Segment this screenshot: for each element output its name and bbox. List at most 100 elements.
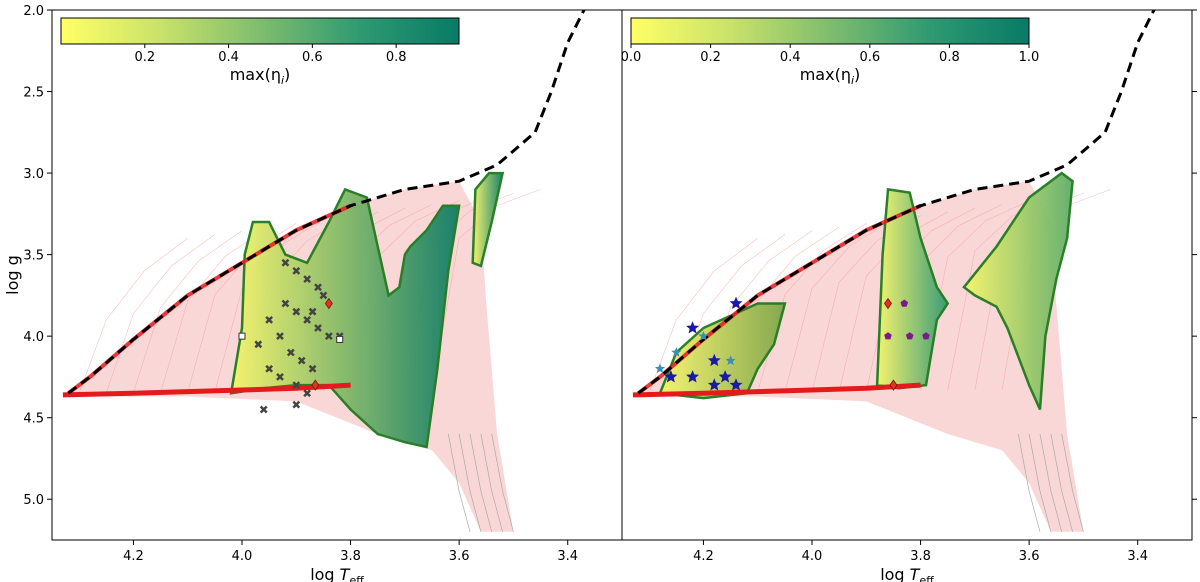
evolution-track — [648, 238, 758, 394]
star-x-marker — [314, 324, 322, 332]
star-x-marker — [276, 373, 284, 381]
star-x-marker — [303, 275, 312, 283]
colorbar-tick-label: 0.4 — [780, 50, 801, 65]
x-tick-label: 4.0 — [802, 549, 823, 564]
star-diamond-marker — [324, 297, 333, 310]
x-tick-label: 4.0 — [232, 549, 253, 564]
star-x-marker — [286, 348, 295, 357]
colorbar-tick-label: 1.0 — [1019, 50, 1040, 65]
star-x-marker — [265, 364, 274, 373]
star-x-marker — [292, 267, 301, 275]
star-x-marker — [308, 307, 317, 316]
grey-track — [1050, 433, 1073, 532]
star-blue-marker — [718, 370, 732, 383]
y-axis-label: log g — [3, 255, 22, 295]
star-cyan-marker — [698, 330, 709, 341]
star-x-marker — [303, 315, 312, 324]
y-tick-label: 5.0 — [23, 493, 44, 508]
plot-area — [632, 10, 1156, 532]
tams-giant-branch-line — [67, 10, 586, 395]
star-cyan-marker — [671, 347, 682, 357]
star-x-marker — [259, 405, 268, 414]
colorbar-label: max(ηi) — [800, 65, 861, 87]
star-x-marker — [281, 258, 290, 267]
grey-track — [447, 433, 471, 532]
star-x-marker — [254, 340, 263, 349]
colorbar-tick-label: 0.2 — [700, 50, 721, 65]
colorbar-tick-label: 0.2 — [134, 50, 155, 65]
colorbar-tick-label: 0.8 — [386, 50, 407, 65]
star-square-marker — [238, 332, 246, 340]
colorbar-tick-label: 0.4 — [218, 50, 239, 65]
grey-track — [1061, 433, 1084, 532]
star-diamond-marker — [884, 297, 892, 310]
grey-track — [480, 433, 503, 532]
y-tick-label: 3.5 — [23, 249, 44, 264]
star-x-marker — [265, 315, 274, 324]
x-tick-label: 3.6 — [449, 549, 470, 564]
grey-track — [1017, 433, 1041, 532]
x-axis-label: log Teff — [310, 565, 364, 582]
star-x-marker — [276, 332, 284, 341]
grey-track — [469, 433, 493, 532]
y-tick-label: 2.0 — [23, 4, 44, 19]
x-tick-label: 3.4 — [1127, 549, 1148, 564]
star-pentagon-marker — [922, 332, 930, 340]
colorbar-tick-label: 0.0 — [621, 50, 642, 65]
evolution-track — [784, 219, 894, 393]
star-x-marker — [314, 283, 322, 292]
grey-track — [458, 433, 482, 532]
evolution-track — [78, 238, 188, 394]
star-cyan-marker — [654, 363, 666, 374]
star-diamond-marker — [311, 379, 320, 391]
x-tick-label: 4.2 — [693, 549, 714, 564]
grey-track — [1039, 433, 1063, 532]
x-axis-label: log Teff — [880, 565, 934, 582]
star-blue-marker — [686, 321, 700, 334]
star-x-marker — [292, 400, 301, 409]
x-tick-label: 3.6 — [1019, 549, 1040, 564]
stable-track-field — [632, 181, 1084, 532]
y-tick-label: 4.0 — [23, 330, 44, 345]
star-diamond-marker — [889, 379, 898, 391]
colorbar-label: max(ηi) — [230, 65, 291, 87]
x-tick-label: 4.2 — [123, 549, 144, 564]
star-pentagon-marker — [884, 332, 892, 340]
unstable-region-small — [471, 171, 505, 268]
colorbar-tick-label: 0.8 — [939, 50, 960, 65]
y-tick-label: 2.5 — [23, 86, 44, 101]
star-square-marker — [336, 335, 344, 343]
colorbar-tick-label: 0.6 — [302, 50, 323, 65]
panel-left: 4.2 4.0 3.8 3.6 3.4 2.0 2.5 3.0 3.5 4.0 4.5 5.0 log … — [3, 4, 623, 582]
y-tick-label: 3.0 — [23, 167, 44, 182]
star-x-marker — [308, 364, 317, 373]
panel-right: 4.2 4.0 3.8 3.6 3.4 log Teff 0.0 0.2 0.4 0.6 0.8 1.… — [621, 9, 1197, 582]
unstable-region-cool — [962, 171, 1074, 411]
star-pentagon-marker — [900, 299, 909, 307]
star-blue-marker — [729, 378, 743, 391]
evolution-track — [133, 230, 243, 393]
star-x-marker — [292, 307, 301, 316]
star-blue-marker — [664, 370, 678, 383]
star-blue-marker — [729, 296, 743, 310]
colorbar — [60, 17, 460, 45]
x-tick-label: 3.8 — [910, 549, 931, 564]
y-tick-label: 4.5 — [23, 412, 44, 427]
colorbar-tick-label: 0.6 — [859, 50, 880, 65]
tams-giant-branch-line — [637, 10, 1156, 395]
colorbar — [630, 17, 1030, 45]
grey-track — [491, 433, 514, 532]
x-tick-label: 3.4 — [557, 549, 578, 564]
grey-track — [1028, 433, 1052, 532]
x-tick-label: 3.8 — [340, 549, 361, 564]
zams-band — [632, 382, 921, 398]
star-cyan-marker — [725, 355, 736, 365]
star-x-marker — [303, 389, 312, 398]
star-x-marker — [281, 299, 290, 308]
star-blue-marker — [686, 370, 700, 383]
plot-area — [62, 10, 586, 532]
star-blue-marker — [707, 378, 721, 391]
unstable-region-main — [229, 187, 461, 449]
axes-frame — [621, 9, 1193, 541]
